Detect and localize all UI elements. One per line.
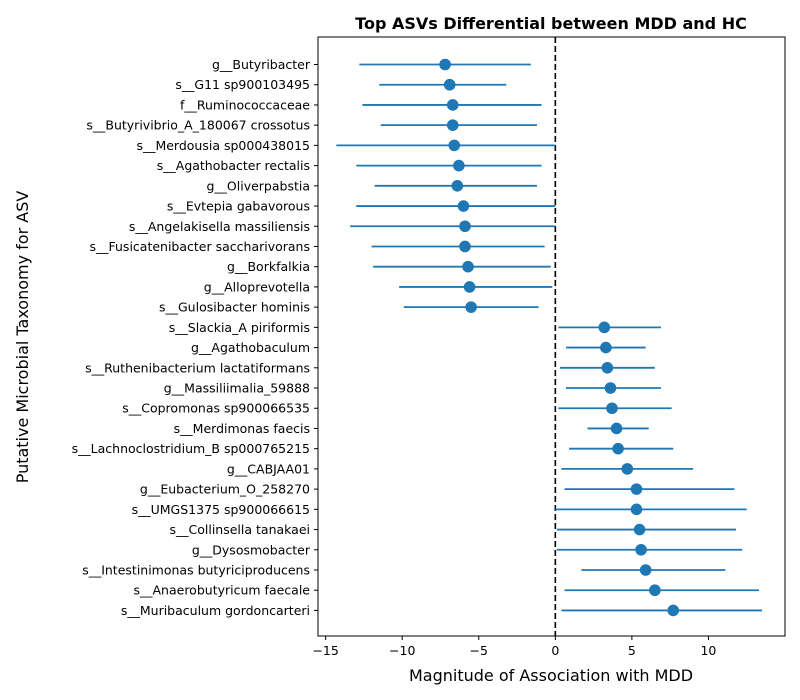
- y-tick-label: g__Borkfalkia: [227, 259, 310, 274]
- y-tick-label: s__Butyrivibrio_A_180067 crossotus: [86, 118, 310, 133]
- y-tick-label: s__Lachnoclostridium_B sp000765215: [72, 441, 310, 456]
- data-point: [439, 58, 451, 71]
- x-tick-label: 5: [628, 643, 636, 658]
- y-axis-label: Putative Microbial Taxonomy for ASV: [13, 191, 32, 484]
- x-tick-label: −10: [389, 643, 415, 658]
- data-point: [448, 139, 461, 152]
- y-tick-label: g__Massiliimalia_59888: [164, 381, 310, 396]
- data-point: [610, 422, 623, 435]
- y-tick-label: s__UMGS1375 sp900066615: [132, 502, 310, 517]
- data-point: [446, 119, 459, 131]
- x-tick-label: 10: [700, 643, 716, 658]
- y-tick-label: s__Evtepia gabavorous: [167, 199, 310, 214]
- data-point: [630, 483, 643, 495]
- y-tick-label: s__Agathobacter rectalis: [157, 158, 310, 173]
- data-point: [649, 584, 661, 597]
- y-tick-label: s__Intestinimonas butyriciproducens: [82, 563, 310, 578]
- y-tick-label: s__Slackia_A piriformis: [169, 320, 310, 335]
- data-point: [601, 362, 614, 374]
- x-tick-label: −5: [470, 643, 488, 658]
- data-point: [635, 543, 647, 556]
- plot-area: g__Butyribacter s__G11 sp900103495 f__Rumi…: [72, 37, 763, 658]
- y-tick-label: s__Gulosibacter hominis: [159, 300, 310, 315]
- data-point: [451, 180, 464, 192]
- x-tick-label: 0: [551, 643, 559, 658]
- y-tick-label: g__Agathobaculum: [191, 340, 310, 355]
- y-tick-label: g__Dysosmobacter: [192, 542, 311, 557]
- y-tick-label: s__Copromonas sp900066535: [122, 401, 310, 416]
- chart-title: Top ASVs Differential between MDD and HC: [355, 14, 747, 33]
- data-point: [604, 382, 617, 394]
- y-tick-label: g__Alloprevotella: [204, 279, 310, 294]
- y-tick-label: f__Ruminococcaceae: [180, 97, 310, 112]
- data-point: [667, 604, 680, 617]
- y-tick-label: s__Ruthenibacterium lactatiformans: [85, 360, 310, 375]
- data-point: [457, 200, 470, 212]
- data-point: [459, 220, 471, 233]
- y-tick-label: g__CABJAA01: [227, 461, 310, 476]
- data-point: [443, 78, 456, 91]
- y-tick-label: s__Collinsella tanakaei: [170, 522, 311, 537]
- data-point: [612, 442, 624, 455]
- y-tick-label: g__Oliverpabstia: [206, 178, 310, 193]
- y-tick-label: s__Muribaculum gordoncarteri: [121, 603, 310, 618]
- data-point: [600, 341, 612, 354]
- x-tick-label: −15: [312, 643, 338, 658]
- y-tick-label: s__Merdimonas faecis: [174, 421, 310, 436]
- y-tick-label: g__Eubacterium_O_258270: [140, 482, 310, 497]
- data-point: [598, 321, 611, 334]
- data-point: [446, 99, 459, 111]
- data-point: [633, 523, 646, 536]
- data-point: [621, 463, 634, 475]
- x-axis-label: Magnitude of Association with MDD: [409, 666, 693, 685]
- y-tick-label: s__Fusicatenibacter saccharivorans: [89, 239, 310, 254]
- data-point: [462, 260, 474, 273]
- y-tick-label: s__Anaerobutyricum faecale: [133, 583, 310, 598]
- y-tick-label: s__G11 sp900103495: [175, 77, 310, 92]
- data-point: [606, 402, 618, 415]
- data-point: [465, 301, 477, 313]
- data-point: [463, 281, 476, 293]
- data-point: [453, 159, 465, 172]
- y-tick-label: g__Butyribacter: [212, 57, 311, 72]
- y-tick-label: s__Merdousia sp000438015: [136, 138, 310, 153]
- data-point: [630, 503, 643, 516]
- data-point: [459, 240, 471, 253]
- y-tick-label: s__Angelakisella massiliensis: [129, 219, 310, 234]
- plot-frame: [317, 36, 786, 637]
- data-point: [639, 564, 652, 576]
